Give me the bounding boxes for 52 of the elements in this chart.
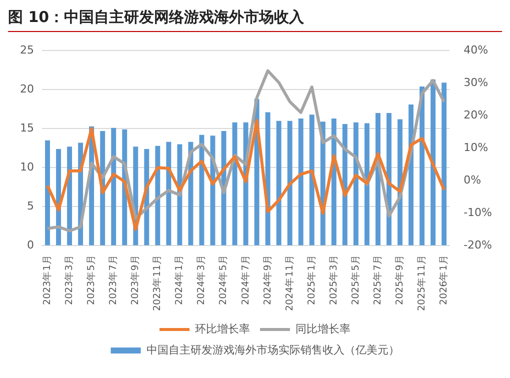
bar — [364, 123, 370, 246]
y2-tick-label: 20% — [464, 108, 488, 122]
y-tick-label: 10 — [20, 160, 34, 174]
bar — [309, 114, 314, 246]
y-tick-label: 25 — [20, 43, 34, 56]
x-tick-label: 2024年9月 — [261, 254, 274, 305]
x-tick-label: 2024年7月 — [239, 254, 252, 305]
bar — [353, 122, 358, 246]
x-tick-label: 2023年5月 — [85, 254, 98, 305]
x-tick-label: 2025年7月 — [371, 254, 384, 305]
x-tick-label: 2023年9月 — [129, 254, 142, 305]
bar — [155, 146, 160, 246]
y-tick-label: 0 — [26, 238, 34, 252]
bar — [276, 120, 282, 246]
y2-tick-label: 30% — [464, 76, 488, 89]
x-tick-label: 2025年1月 — [305, 254, 318, 305]
bar — [232, 122, 238, 246]
bar — [442, 82, 447, 246]
x-tick-label: 2025年11月 — [416, 254, 428, 311]
bar — [45, 140, 50, 246]
x-tick-label: 2024年3月 — [195, 254, 208, 305]
x-tick-label: 2024年11月 — [283, 254, 296, 311]
legend-label: 环比增长率 — [195, 322, 250, 336]
chart-title: 图 10：中国自主研发网络游戏海外市场收入 — [8, 8, 502, 32]
bar — [199, 134, 204, 246]
x-tick-label: 2024年5月 — [217, 254, 230, 305]
bar — [265, 112, 270, 246]
x-tick-label: 2025年3月 — [327, 254, 340, 305]
y2-tick-label: -10% — [464, 206, 492, 220]
y-tick-label: 20 — [20, 82, 34, 96]
bar — [166, 142, 172, 246]
x-tick-label: 2023年7月 — [107, 254, 120, 305]
y2-tick-label: 10% — [464, 141, 488, 154]
y2-tick-label: 40% — [464, 43, 488, 56]
y-tick-label: 15 — [20, 122, 34, 135]
bar — [298, 118, 304, 246]
x-tick-label: 2023年11月 — [151, 254, 164, 311]
y2-tick-label: -20% — [464, 238, 492, 252]
y2-tick-label: 0% — [464, 174, 482, 187]
bar — [111, 128, 116, 246]
x-tick-label: 2025年9月 — [393, 254, 406, 305]
x-tick-label: 2024年1月 — [173, 254, 186, 305]
x-tick-label: 2023年3月 — [63, 254, 76, 305]
y-tick-label: 5 — [26, 200, 34, 213]
x-tick-label: 2025年5月 — [349, 254, 362, 305]
bar — [420, 86, 425, 246]
x-tick-label: 2023年1月 — [40, 254, 53, 305]
x-tick-label: 2026年1月 — [438, 254, 450, 305]
bar — [287, 120, 292, 246]
legend-label: 中国自主研发游戏海外市场实际销售收入（亿美元） — [146, 343, 400, 356]
legend-label: 同比增长率 — [296, 322, 350, 336]
bar — [430, 79, 436, 246]
